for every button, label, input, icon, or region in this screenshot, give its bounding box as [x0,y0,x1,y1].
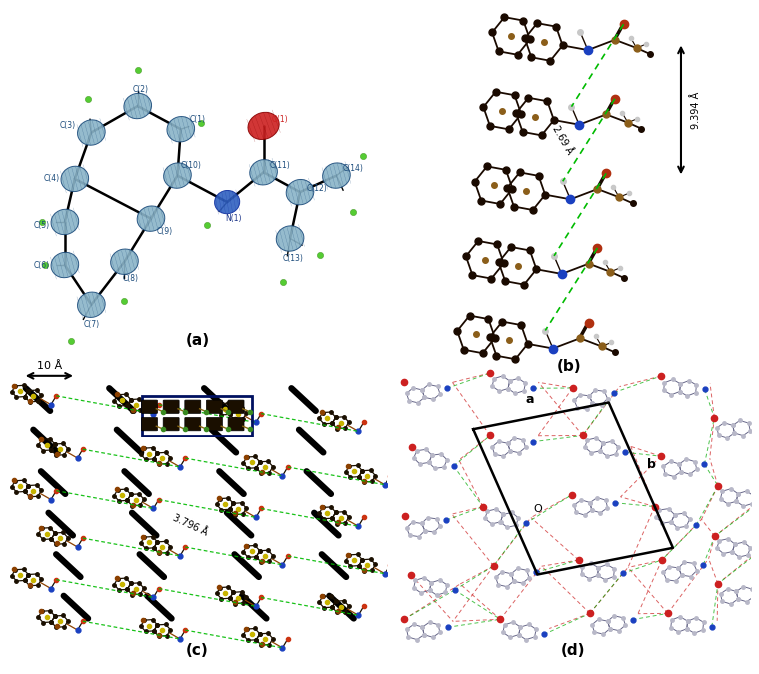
Ellipse shape [164,163,191,188]
Text: C(13): C(13) [283,254,304,263]
Ellipse shape [124,94,152,119]
Ellipse shape [250,160,277,185]
Text: C(14): C(14) [342,164,364,173]
Text: C(3): C(3) [60,121,76,130]
FancyBboxPatch shape [141,400,158,413]
Ellipse shape [167,117,194,142]
Text: C(2): C(2) [133,85,149,94]
Ellipse shape [137,206,165,231]
Ellipse shape [248,113,279,140]
Text: (b): (b) [557,359,581,374]
Text: C(7): C(7) [83,320,99,329]
Ellipse shape [77,120,106,145]
Text: C(10): C(10) [181,161,201,170]
Text: 3.796 Å: 3.796 Å [171,513,209,538]
Text: N(1): N(1) [225,214,242,223]
FancyBboxPatch shape [206,417,222,431]
Ellipse shape [323,163,350,188]
Text: (a): (a) [185,333,209,348]
Ellipse shape [276,226,304,251]
Ellipse shape [77,292,106,317]
Text: 2.69 Å: 2.69 Å [550,124,575,156]
Text: O(1): O(1) [272,115,288,124]
Ellipse shape [61,166,89,191]
Text: b: b [647,458,656,470]
Text: C(6): C(6) [33,261,50,270]
Text: a: a [526,392,534,406]
Text: C(9): C(9) [156,227,172,237]
Ellipse shape [51,210,79,235]
Ellipse shape [51,252,79,278]
Text: O: O [533,504,542,514]
Text: 10 Å: 10 Å [36,361,62,371]
Text: (d): (d) [561,642,585,658]
FancyBboxPatch shape [185,417,200,431]
Text: 9.394 Å: 9.394 Å [691,91,701,129]
Ellipse shape [286,179,313,205]
FancyBboxPatch shape [228,417,244,431]
Text: C(4): C(4) [43,175,60,183]
FancyBboxPatch shape [163,417,179,431]
Text: C(5): C(5) [33,221,50,230]
FancyBboxPatch shape [206,400,222,413]
Ellipse shape [215,191,240,214]
Text: C(8): C(8) [123,274,139,283]
Text: (c): (c) [186,642,209,658]
FancyBboxPatch shape [185,400,200,413]
Text: C(11): C(11) [269,161,291,170]
Ellipse shape [111,249,138,274]
FancyBboxPatch shape [163,400,179,413]
Text: C(12): C(12) [306,184,327,193]
FancyBboxPatch shape [228,400,244,413]
FancyBboxPatch shape [141,417,158,431]
Text: C(1): C(1) [189,115,206,124]
